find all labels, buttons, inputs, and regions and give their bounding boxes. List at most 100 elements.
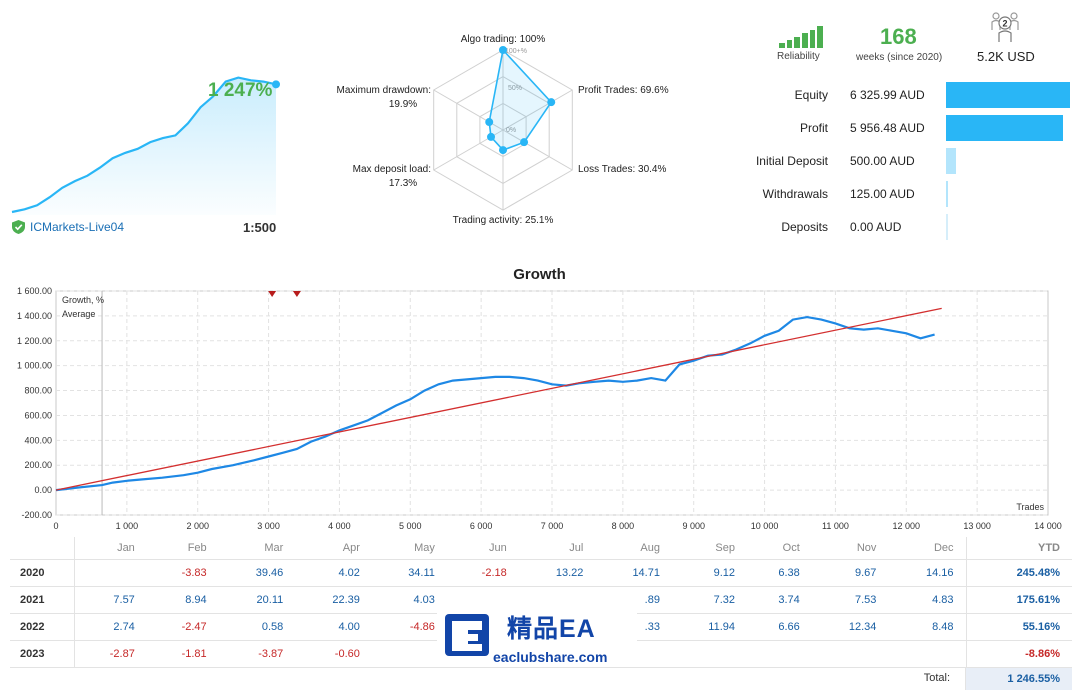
radar-chart: 100+% 50% 0% Algo trading: 100% Profit Trade… — [337, 34, 669, 226]
x-tick-label: 11 000 — [822, 521, 849, 531]
stat-bar — [946, 214, 948, 240]
ytd-cell: 175.61% — [965, 586, 1072, 614]
month-cell: 7.57 — [74, 586, 147, 614]
total-label: Total: — [923, 672, 950, 684]
month-cell: 13.22 — [518, 559, 596, 587]
month-cell: -2.47 — [146, 613, 219, 641]
legend-entry: Growth, % — [62, 295, 104, 305]
subscription-price: 5.2K USD — [977, 49, 1035, 64]
month-cell: 9.12 — [671, 559, 747, 587]
radar-axis-label: Maximum drawdown: — [337, 85, 431, 96]
month-header: Feb — [146, 537, 219, 560]
subscribers-icon[interactable]: 2 — [988, 10, 1022, 44]
month-cell — [888, 640, 966, 668]
subscribers-count: 2 — [1002, 19, 1007, 29]
month-header: Nov — [811, 537, 889, 560]
month-cell: 9.67 — [811, 559, 889, 587]
stat-row-deposits: Deposits 0.00 AUD — [740, 214, 1070, 240]
stat-row-profit: Profit 5 956.48 AUD — [740, 115, 1070, 141]
month-header: Aug — [595, 537, 672, 560]
stat-bar — [946, 82, 1070, 108]
radar-axis-value: 17.3% — [389, 178, 417, 189]
radar-axis-line — [502, 89, 573, 131]
radar-point — [485, 118, 494, 127]
stat-value: 125.00 AUD — [850, 187, 915, 201]
stat-value: 5 956.48 AUD — [850, 121, 925, 135]
stat-row-initial-deposit: Initial Deposit 500.00 AUD — [740, 148, 1070, 174]
y-tick-label: 0.00 — [34, 485, 52, 495]
stat-label: Withdrawals — [762, 187, 828, 201]
month-cell: -2.18 — [446, 559, 519, 587]
account-server-link[interactable]: ICMarkets-Live04 — [12, 220, 124, 234]
event-marker — [268, 291, 277, 297]
x-tick-label: 8 000 — [612, 521, 635, 531]
legend-entry: Average — [62, 309, 95, 319]
month-header: YTD — [965, 537, 1072, 560]
growth-title: Growth — [513, 266, 566, 283]
mini-growth-endpoint — [272, 80, 280, 89]
x-tick-label: 9 000 — [682, 521, 705, 531]
x-tick-label: 10 000 — [751, 521, 779, 531]
radar-axis-label: Trading activity: 25.1% — [453, 215, 554, 226]
radar-tick-label: 0% — [506, 127, 516, 134]
month-cell: -3.83 — [146, 559, 219, 587]
ytd-cell: 245.48% — [965, 559, 1072, 587]
x-tick-label: 5 000 — [399, 521, 422, 531]
month-cell: 4.83 — [888, 586, 966, 614]
watermark: 精品EA eaclubshare.com — [437, 603, 637, 667]
reliability-label: Reliability — [777, 51, 820, 62]
x-tick-label: 6 000 — [470, 521, 493, 531]
x-tick-label: 1 000 — [116, 521, 139, 531]
reliability-bars-icon — [779, 26, 824, 48]
month-cell — [671, 640, 747, 668]
month-header: May — [371, 537, 447, 560]
stat-bar — [946, 181, 949, 207]
month-cell: -4.86 — [371, 613, 447, 641]
month-header: Apr — [295, 537, 372, 560]
y-tick-label: 1 000.00 — [17, 361, 52, 371]
watermark-title: 精品EA — [507, 615, 596, 643]
y-tick-label: 1 600.00 — [17, 286, 52, 296]
mini-growth-line — [11, 76, 277, 214]
account-server-label: ICMarkets-Live04 — [30, 220, 125, 234]
stat-value: 500.00 AUD — [850, 154, 915, 168]
month-cell: 0.58 — [218, 613, 296, 641]
radar-point — [547, 98, 556, 107]
month-cell — [74, 559, 147, 587]
month-cell: 39.46 — [218, 559, 296, 587]
stat-value: 0.00 AUD — [850, 220, 902, 234]
month-cell: 4.00 — [295, 613, 372, 641]
radar-tick-label: 100+% — [505, 48, 527, 55]
y-tick-label: 400.00 — [24, 435, 52, 445]
month-cell: 4.02 — [295, 559, 372, 587]
growth-series-line — [55, 315, 935, 492]
radar-tick-label: 50% — [508, 85, 522, 92]
month-cell: -2.87 — [74, 640, 147, 668]
leverage-value: 1:500 — [243, 220, 277, 235]
stat-label: Deposits — [781, 220, 828, 234]
month-cell: 11.94 — [671, 613, 747, 641]
month-header: Dec — [888, 537, 966, 560]
y-tick-label: 800.00 — [24, 386, 52, 396]
x-axis-label: Trades — [1016, 502, 1044, 512]
radar-axis-label: Max deposit load: — [353, 164, 431, 175]
radar-point — [499, 46, 507, 54]
month-cell — [747, 640, 812, 668]
month-cell: 6.66 — [747, 613, 812, 641]
stat-row-withdrawals: Withdrawals 125.00 AUD — [740, 181, 1070, 207]
stat-bar — [946, 148, 956, 174]
mini-growth-chart — [11, 76, 280, 215]
month-header: Jul — [518, 537, 596, 560]
table-row: 2022 2.74 -2.47 0.58 4.00 -4.86.33 11.94 6.66 12… — [10, 613, 1072, 641]
month-cell — [811, 640, 889, 668]
year-cell: 2022 — [10, 613, 75, 641]
x-tick-label: 7 000 — [541, 521, 564, 531]
watermark-logo-icon — [445, 614, 489, 656]
month-cell: 4.03 — [371, 586, 447, 614]
x-tick-label: 14 000 — [1034, 521, 1062, 531]
gain-percentage: 1 247% — [208, 80, 273, 101]
radar-axis-line — [502, 129, 573, 171]
month-cell: 7.53 — [811, 586, 889, 614]
y-tick-label: -200.00 — [21, 510, 52, 520]
month-cell: 6.38 — [747, 559, 812, 587]
